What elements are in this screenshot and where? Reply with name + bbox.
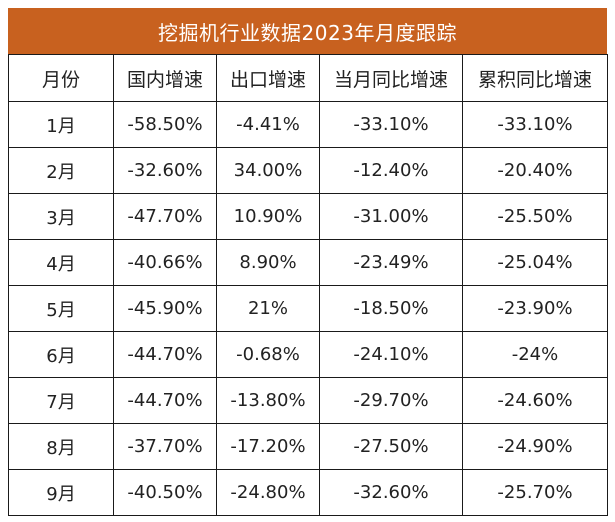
cell-cumulative-yoy-growth: -24% [462,331,608,378]
table-row: 2月 -32.60% 34.00% -12.40% -20.40% [8,147,608,194]
cell-monthly-yoy-growth: -12.40% [319,147,463,194]
cell-domestic-growth: -40.50% [113,469,217,516]
table-row: 9月 -40.50% -24.80% -32.60% -25.70% [8,469,608,516]
cell-month: 7月 [8,377,114,424]
cell-export-growth: -4.41% [216,101,320,148]
cell-export-growth: -24.80% [216,469,320,516]
header-cumulative-yoy-growth: 累积同比增速 [462,54,608,102]
cell-monthly-yoy-growth: -27.50% [319,423,463,470]
table-row: 6月 -44.70% -0.68% -24.10% -24% [8,331,608,378]
table-row: 3月 -47.70% 10.90% -31.00% -25.50% [8,193,608,240]
cell-domestic-growth: -44.70% [113,331,217,378]
cell-export-growth: -0.68% [216,331,320,378]
cell-cumulative-yoy-growth: -24.90% [462,423,608,470]
cell-monthly-yoy-growth: -18.50% [319,285,463,332]
cell-month: 3月 [8,193,114,240]
table-row: 4月 -40.66% 8.90% -23.49% -25.04% [8,239,608,286]
cell-monthly-yoy-growth: -32.60% [319,469,463,516]
cell-cumulative-yoy-growth: -33.10% [462,101,608,148]
cell-export-growth: 34.00% [216,147,320,194]
cell-month: 1月 [8,101,114,148]
cell-domestic-growth: -37.70% [113,423,217,470]
header-row: 月份 国内增速 出口增速 当月同比增速 累积同比增速 [8,54,608,102]
cell-domestic-growth: -32.60% [113,147,217,194]
cell-monthly-yoy-growth: -29.70% [319,377,463,424]
cell-cumulative-yoy-growth: -24.60% [462,377,608,424]
data-table-container: 挖掘机行业数据2023年月度跟踪 月份 国内增速 出口增速 当月同比增速 累积同… [8,8,608,516]
cell-domestic-growth: -45.90% [113,285,217,332]
cell-cumulative-yoy-growth: -25.04% [462,239,608,286]
table-row: 7月 -44.70% -13.80% -29.70% -24.60% [8,377,608,424]
cell-month: 6月 [8,331,114,378]
cell-export-growth: 21% [216,285,320,332]
cell-cumulative-yoy-growth: -25.70% [462,469,608,516]
cell-domestic-growth: -58.50% [113,101,217,148]
cell-cumulative-yoy-growth: -23.90% [462,285,608,332]
excavator-data-table: 月份 国内增速 出口增速 当月同比增速 累积同比增速 1月 -58.50% -4… [8,54,608,516]
cell-month: 4月 [8,239,114,286]
table-row: 5月 -45.90% 21% -18.50% -23.90% [8,285,608,332]
cell-cumulative-yoy-growth: -20.40% [462,147,608,194]
cell-month: 8月 [8,423,114,470]
cell-monthly-yoy-growth: -33.10% [319,101,463,148]
header-month: 月份 [8,54,114,102]
table-title: 挖掘机行业数据2023年月度跟踪 [8,8,607,54]
cell-cumulative-yoy-growth: -25.50% [462,193,608,240]
cell-month: 2月 [8,147,114,194]
cell-export-growth: -13.80% [216,377,320,424]
header-monthly-yoy-growth: 当月同比增速 [319,54,463,102]
cell-monthly-yoy-growth: -24.10% [319,331,463,378]
cell-export-growth: 8.90% [216,239,320,286]
cell-monthly-yoy-growth: -31.00% [319,193,463,240]
cell-domestic-growth: -44.70% [113,377,217,424]
cell-domestic-growth: -40.66% [113,239,217,286]
table-row: 8月 -37.70% -17.20% -27.50% -24.90% [8,423,608,470]
cell-monthly-yoy-growth: -23.49% [319,239,463,286]
cell-domestic-growth: -47.70% [113,193,217,240]
header-export-growth: 出口增速 [216,54,320,102]
cell-export-growth: 10.90% [216,193,320,240]
cell-month: 9月 [8,469,114,516]
table-row: 1月 -58.50% -4.41% -33.10% -33.10% [8,101,608,148]
header-domestic-growth: 国内增速 [113,54,217,102]
cell-month: 5月 [8,285,114,332]
cell-export-growth: -17.20% [216,423,320,470]
